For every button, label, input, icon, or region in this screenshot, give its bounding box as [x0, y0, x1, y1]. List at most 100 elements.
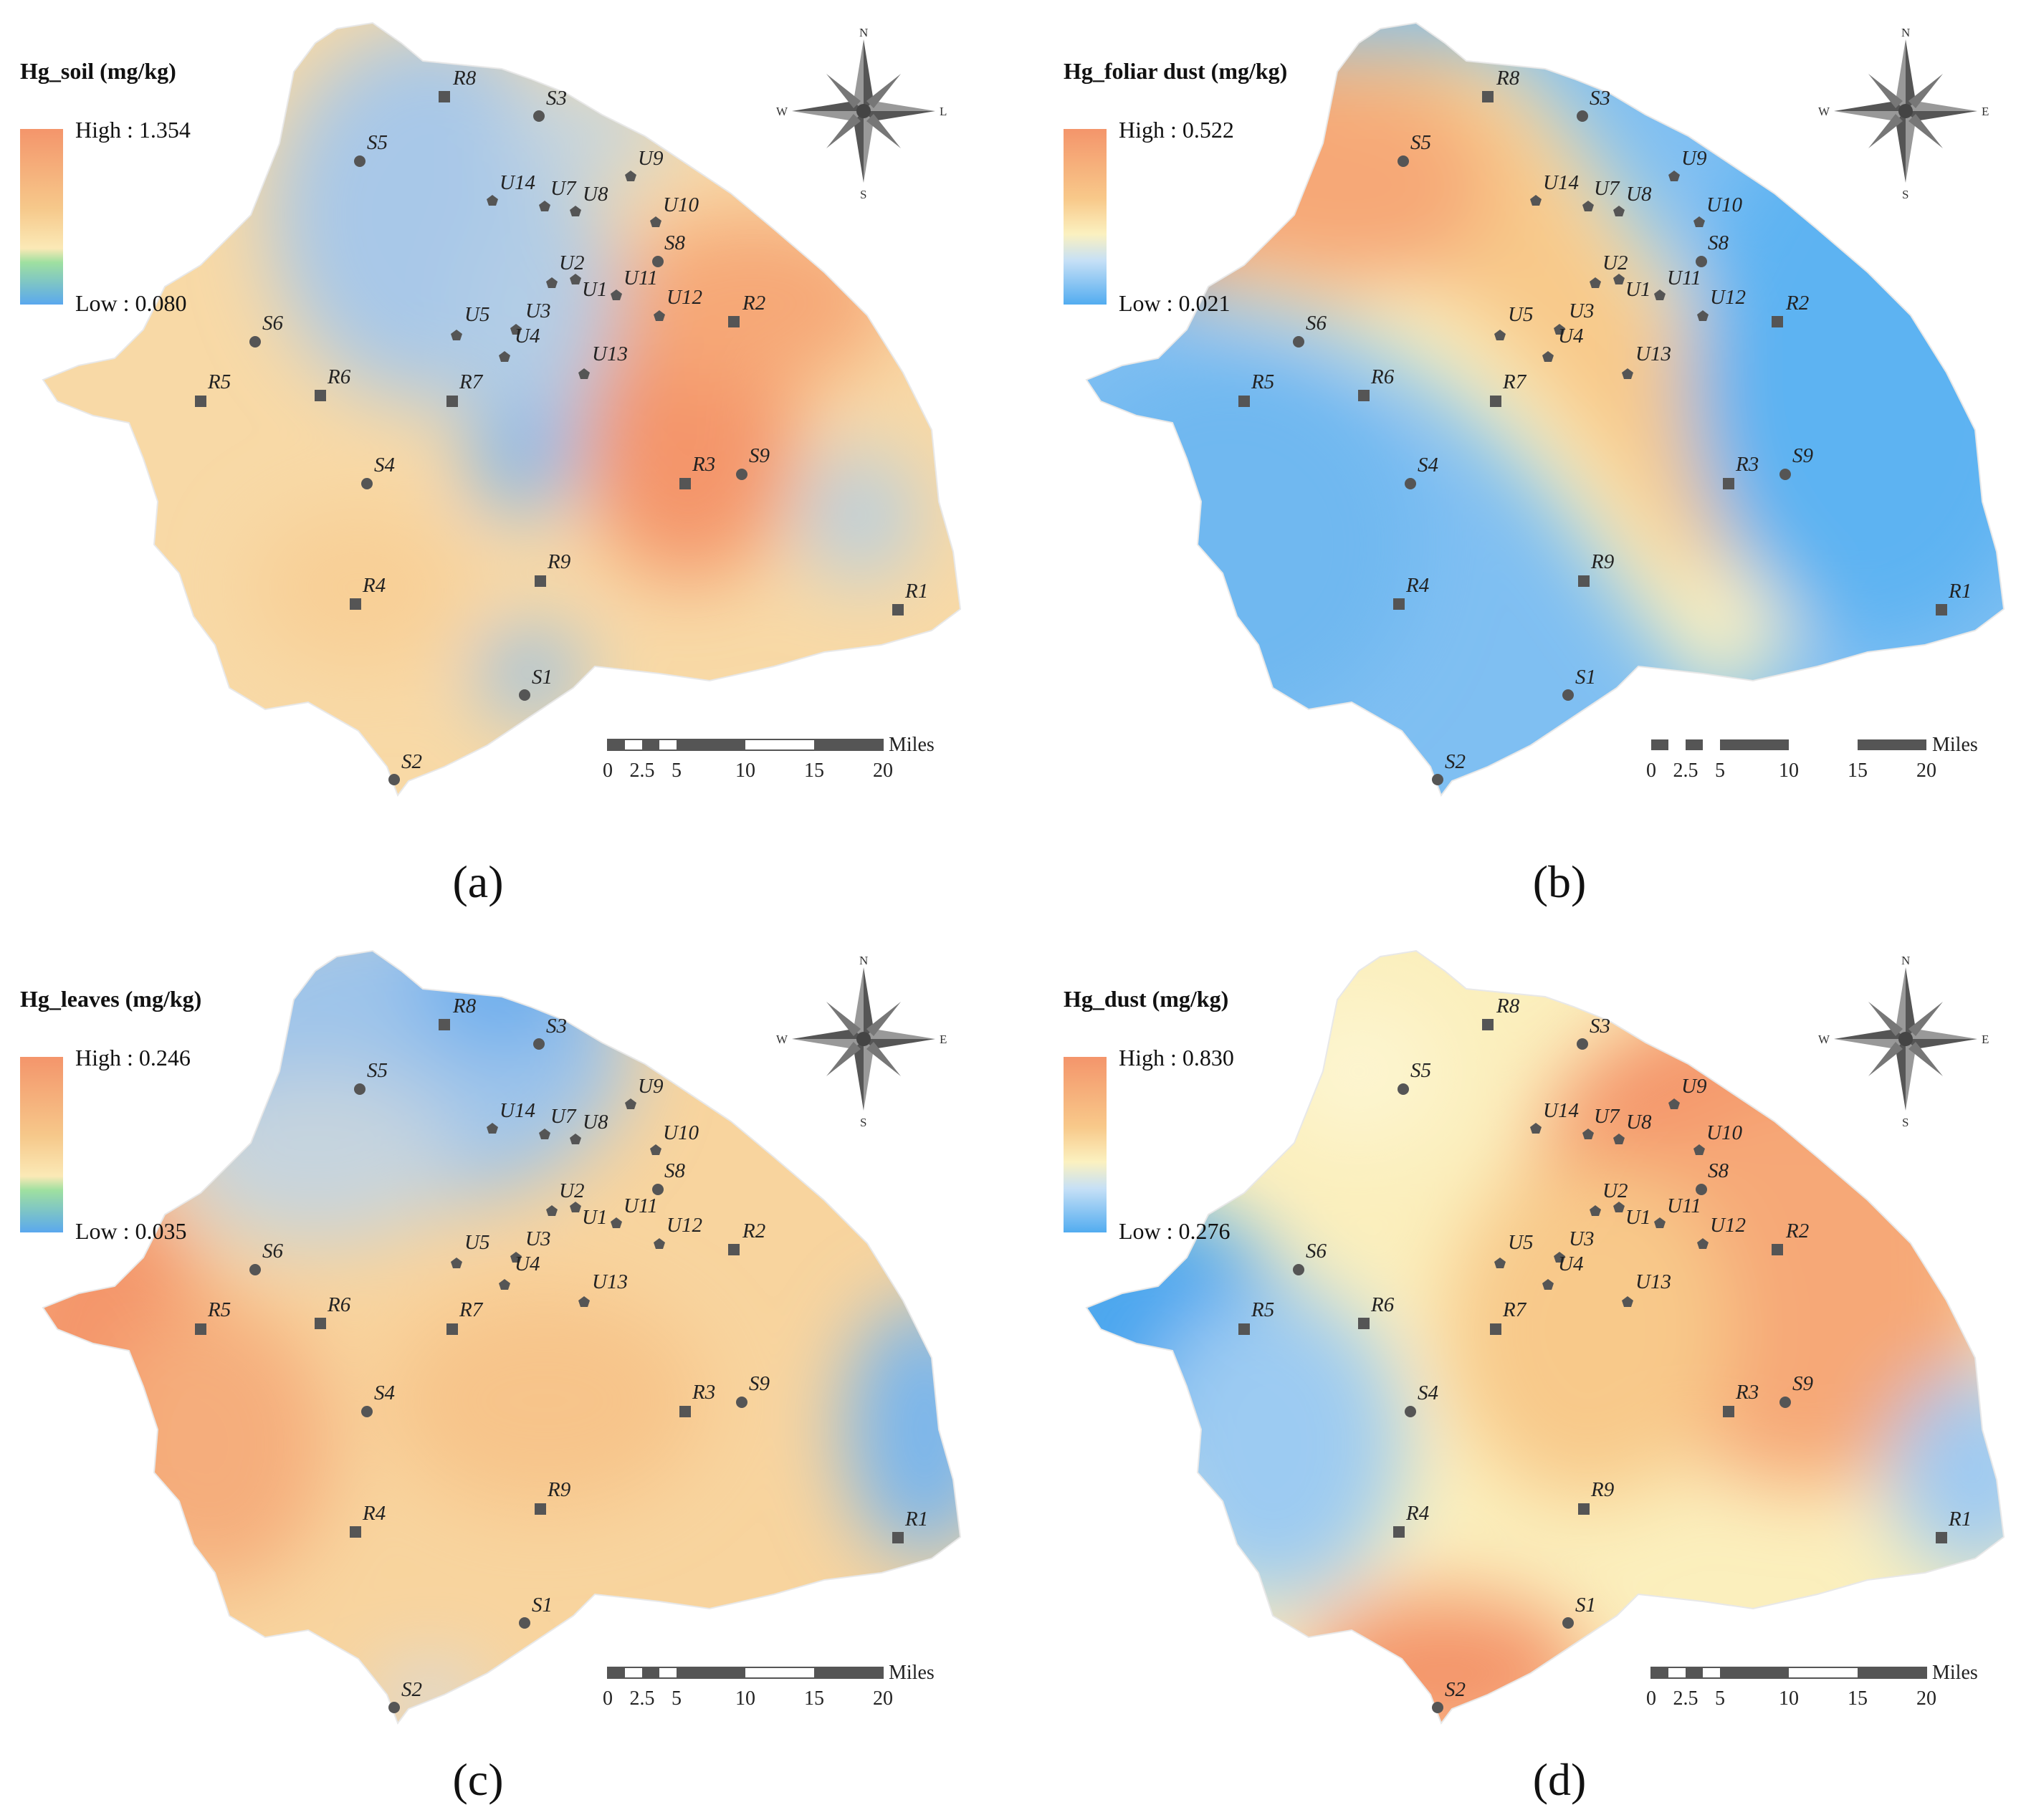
map-c — [42, 949, 962, 1725]
site-label-r5: R5 — [1251, 370, 1274, 393]
scale-tick-10: 10 — [1779, 1687, 1799, 1710]
site-marker-u13 — [578, 1296, 590, 1307]
legend-low-label: Low : 0.021 — [1119, 290, 1231, 316]
site-marker-u5 — [1494, 330, 1506, 340]
scale-bar: Miles 0 2.5 5 10 15 20 — [603, 734, 935, 782]
site-label-u11: U11 — [624, 1194, 658, 1217]
site-marker-r7 — [446, 396, 458, 407]
site-label-u9: U9 — [638, 1075, 664, 1098]
scale-tick-5: 5 — [672, 760, 682, 782]
scale-tick-5: 5 — [672, 1687, 682, 1710]
site-marker-r4 — [350, 1526, 361, 1538]
site-label-u14: U14 — [1543, 171, 1579, 194]
site-markers: R8 S3 S5 U9 U14 U7 U8 U10 S8 U2 U1 U11 U… — [1238, 67, 1972, 785]
site-label-r2: R2 — [742, 1220, 765, 1242]
scale-tick-10: 10 — [1779, 760, 1799, 782]
site-marker-u7 — [1582, 201, 1594, 211]
site-label-r5: R5 — [1251, 1298, 1274, 1321]
site-marker-u2 — [570, 1202, 581, 1212]
north-arrow-icon: N S W E — [1818, 26, 1989, 201]
site-label-u2: U2 — [1602, 1179, 1628, 1202]
site-label-u9: U9 — [1681, 147, 1707, 170]
site-label-u12: U12 — [666, 1214, 702, 1237]
site-label-r8: R8 — [1496, 995, 1520, 1017]
site-marker-r7 — [446, 1323, 458, 1335]
scale-tick-10: 10 — [735, 1687, 755, 1710]
site-marker-s1 — [1562, 689, 1574, 701]
site-marker-r2 — [1772, 316, 1783, 327]
site-marker-s1 — [519, 1617, 530, 1629]
site-label-u5: U5 — [1508, 303, 1533, 326]
site-marker-r9 — [1578, 1503, 1590, 1515]
site-markers: R8 S3 S5 U9 U14 U7 U8 U10 S8 U2 U1 U11 U… — [195, 995, 928, 1713]
site-label-r4: R4 — [362, 574, 386, 597]
site-label-u2: U2 — [1602, 252, 1628, 274]
panel-a: Hg_soil (mg/kg) High : 1.354 Low : 0.080… — [20, 21, 962, 907]
site-label-r7: R7 — [1502, 370, 1527, 393]
site-marker-r6 — [1358, 1318, 1370, 1329]
site-marker-r3 — [679, 478, 691, 489]
site-label-s6: S6 — [1306, 312, 1327, 335]
site-label-u14: U14 — [500, 1099, 535, 1122]
site-marker-u12 — [1697, 1238, 1709, 1249]
scale-tick-2-5: 2.5 — [630, 760, 655, 782]
site-label-u5: U5 — [1508, 1231, 1533, 1254]
site-label-u13: U13 — [592, 343, 628, 365]
site-label-s3: S3 — [546, 87, 567, 110]
site-label-u7: U7 — [1594, 177, 1620, 200]
site-marker-r4 — [1393, 1526, 1405, 1538]
site-label-s9: S9 — [1792, 444, 1814, 467]
site-marker-r8 — [439, 1019, 450, 1030]
legend-high-label: High : 0.830 — [1119, 1045, 1234, 1071]
panel-d: Hg_dust (mg/kg) High : 0.830 Low : 0.276… — [1064, 949, 2005, 1805]
scale-tick-20: 20 — [873, 760, 893, 782]
site-marker-s4 — [1405, 478, 1416, 489]
compass-s: S — [1902, 1116, 1908, 1129]
scale-tick-10: 10 — [735, 760, 755, 782]
compass-e: L — [940, 105, 947, 118]
north-arrow-icon: N S W E — [776, 954, 947, 1129]
site-label-u3: U3 — [1569, 1227, 1594, 1250]
compass-w: W — [776, 1033, 788, 1046]
site-marker-u12 — [654, 310, 665, 321]
compass-n: N — [1901, 26, 1910, 39]
site-marker-u10 — [650, 1144, 661, 1155]
site-label-u10: U10 — [1706, 1121, 1742, 1144]
site-marker-s4 — [1405, 1406, 1416, 1417]
site-label-r4: R4 — [1405, 1502, 1429, 1525]
site-marker-r3 — [1723, 1406, 1734, 1417]
site-label-s4: S4 — [1418, 1381, 1438, 1404]
site-label-s5: S5 — [367, 131, 388, 154]
site-marker-s6 — [249, 1264, 261, 1275]
site-marker-u11 — [611, 289, 622, 300]
legend-title: Hg_dust (mg/kg) — [1064, 986, 1228, 1012]
scale-tick-0: 0 — [603, 1687, 613, 1710]
site-marker-u13 — [1622, 1296, 1633, 1307]
site-marker-u3 — [1554, 324, 1565, 335]
site-markers: R8 S3 S5 U9 U14 U7 U8 U10 S8 U2 U1 U11 U… — [195, 67, 928, 785]
site-marker-u9 — [625, 1098, 636, 1109]
site-marker-u5 — [451, 1258, 462, 1268]
compass-s: S — [860, 188, 866, 201]
site-label-u3: U3 — [525, 300, 550, 322]
site-marker-u8 — [570, 1134, 581, 1144]
scale-unit: Miles — [889, 1662, 935, 1684]
site-label-u4: U4 — [1558, 325, 1583, 348]
site-label-u8: U8 — [1626, 183, 1652, 206]
site-label-s2: S2 — [1445, 1678, 1466, 1701]
site-label-s3: S3 — [1590, 1015, 1610, 1038]
site-marker-u8 — [570, 206, 581, 216]
scale-tick-20: 20 — [1916, 1687, 1936, 1710]
site-marker-u13 — [1622, 368, 1633, 379]
site-marker-s8 — [1696, 1184, 1707, 1195]
site-label-r3: R3 — [1735, 453, 1759, 476]
site-marker-u2 — [1613, 274, 1625, 284]
site-label-u14: U14 — [1543, 1099, 1579, 1122]
site-marker-s9 — [1779, 1397, 1791, 1408]
site-marker-u11 — [611, 1217, 622, 1228]
site-markers: R8 S3 S5 U9 U14 U7 U8 U10 S8 U2 U1 U11 U… — [1238, 995, 1972, 1713]
site-marker-s5 — [354, 1083, 366, 1095]
legend-ramp — [1064, 129, 1107, 305]
site-marker-r6 — [1358, 390, 1370, 401]
site-marker-s9 — [736, 469, 747, 480]
